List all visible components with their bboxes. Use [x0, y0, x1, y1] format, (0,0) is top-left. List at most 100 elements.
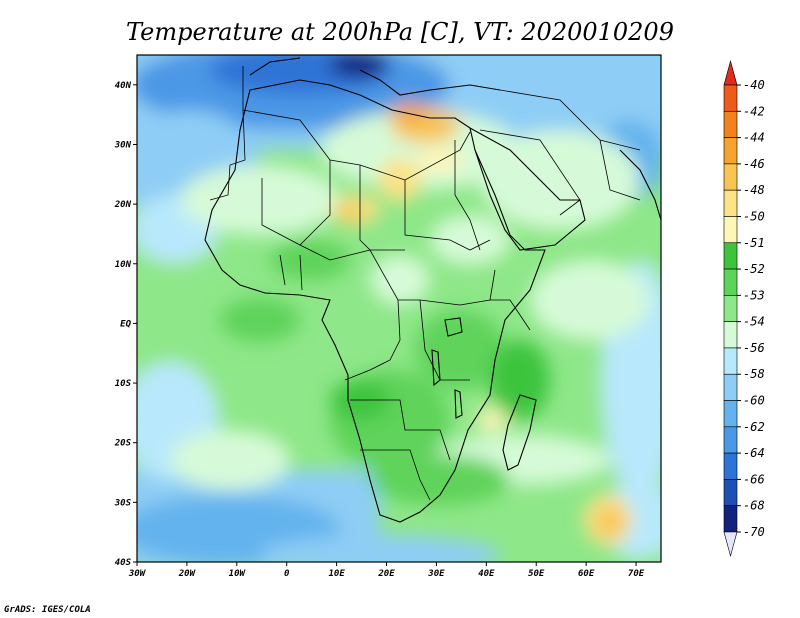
colorbar-swatch	[723, 216, 738, 244]
colorbar-swatch	[723, 110, 738, 138]
colorbar-label: -52	[743, 262, 765, 276]
colorbar-swatch	[723, 321, 738, 349]
lat-tick-label: 40N	[115, 81, 132, 91]
country-border	[459, 269, 496, 306]
colorbar-swatch	[723, 189, 738, 217]
coastlines	[204, 57, 661, 523]
lat-tick-label: EQ	[120, 319, 131, 329]
colorbar-top-arrow	[723, 59, 738, 86]
colorbar-swatch	[723, 295, 738, 322]
colorbar-swatch	[723, 505, 738, 533]
country-border	[350, 399, 451, 461]
lon-tick-label: 10E	[328, 569, 345, 579]
lon-tick-label: 60E	[578, 569, 595, 579]
colorbar-label: -44	[743, 131, 765, 145]
colorbar-label: -42	[743, 104, 765, 118]
country-border	[499, 89, 641, 151]
colorbar-swatch	[723, 452, 738, 480]
country-border	[344, 299, 401, 381]
lake-tanganyika	[431, 349, 441, 387]
lake-malawi	[454, 389, 463, 419]
country-border	[404, 180, 491, 251]
field-region	[330, 55, 390, 78]
colorbar-swatch	[723, 163, 738, 191]
lon-tick-label: 10W	[229, 569, 247, 579]
lon-tick-label: 0	[284, 569, 290, 579]
field-region	[260, 535, 500, 562]
lat-tick-label: 20S	[114, 439, 132, 449]
colorbar-label: -58	[743, 367, 765, 381]
chart-title: Temperature at 200hPa [C], VT: 202001020…	[126, 18, 674, 46]
field-region	[378, 158, 422, 202]
colorbar-label: -56	[743, 341, 765, 355]
field-region	[392, 103, 428, 121]
field-region	[336, 204, 364, 220]
colorbar-swatch	[723, 426, 738, 454]
colorbar-label: -64	[743, 446, 765, 460]
colorbar-swatch	[723, 242, 738, 270]
colorbar-swatch	[723, 347, 738, 375]
lat-tick-label: 30S	[114, 498, 132, 508]
colorbar-label: -53	[743, 288, 765, 302]
field-region	[170, 430, 290, 490]
field-region	[370, 455, 510, 505]
country-border	[454, 140, 481, 251]
colorbar-swatch	[723, 479, 738, 507]
field-region	[596, 506, 624, 538]
country-border	[242, 66, 471, 181]
map-axes: 30W 20W 10W 0 10E 20E 30E 40E 50E 60E 70E 40N 30N 20N…	[114, 81, 645, 579]
country-border	[209, 109, 246, 201]
lon-tick-label: 50E	[528, 569, 545, 579]
field-region	[476, 408, 508, 432]
lon-tick-label: 30W	[128, 569, 147, 579]
field-region	[220, 298, 300, 342]
field-region	[490, 340, 550, 420]
europe-coastline	[249, 57, 501, 96]
country-border	[599, 139, 641, 201]
colorbar-swatch	[723, 84, 738, 112]
colorbar-label: -40	[743, 78, 765, 92]
colorbar-label: -66	[743, 472, 765, 486]
lat-tick-label: 10N	[115, 260, 132, 270]
lat-tick-label: 10S	[115, 379, 132, 389]
africa-coastline	[204, 79, 546, 523]
country-border	[279, 254, 286, 286]
colorbar-swatch	[723, 373, 738, 401]
lat-tick-label: 40S	[115, 558, 132, 568]
field-region	[180, 165, 340, 235]
temperature-field	[137, 55, 661, 562]
lat-tick-label: 20N	[114, 200, 132, 210]
lake-victoria	[444, 317, 463, 337]
credit-label: GrADS: IGES/COLA	[4, 605, 91, 615]
lon-tick-label: 30E	[427, 569, 445, 579]
field-region	[370, 255, 430, 305]
arabia-coastline	[469, 127, 586, 251]
map-panel	[136, 54, 662, 563]
colorbar: -40 -42 -44 -46 -48 -50 -51 -52 -53 -54 -56 -58 -60 -…	[723, 59, 765, 558]
colorbar-label: -50	[743, 209, 765, 223]
lon-tick-label: 20W	[178, 569, 197, 579]
colorbar-label: -46	[743, 157, 765, 171]
field-region	[480, 130, 640, 230]
country-border	[479, 129, 581, 216]
country-border	[490, 299, 531, 331]
colorbar-swatch	[723, 400, 738, 428]
lon-tick-label: 40E	[478, 569, 495, 579]
colorbar-label: -70	[743, 525, 765, 539]
colorbar-label: -68	[743, 499, 765, 513]
field-region	[430, 215, 510, 265]
colorbar-bottom-arrow	[723, 531, 738, 558]
field-region	[270, 240, 350, 280]
lon-tick-label: 70E	[628, 569, 645, 579]
madagascar-coastline	[502, 394, 537, 471]
country-border	[261, 178, 405, 261]
field-region	[415, 310, 505, 390]
colorbar-swatch	[723, 268, 738, 296]
colorbar-label: -54	[743, 315, 765, 329]
country-border	[360, 449, 431, 501]
country-borders	[209, 66, 641, 501]
colorbar-swatch	[723, 137, 738, 165]
colorbar-label: -60	[743, 394, 765, 408]
map-frame	[136, 54, 662, 563]
